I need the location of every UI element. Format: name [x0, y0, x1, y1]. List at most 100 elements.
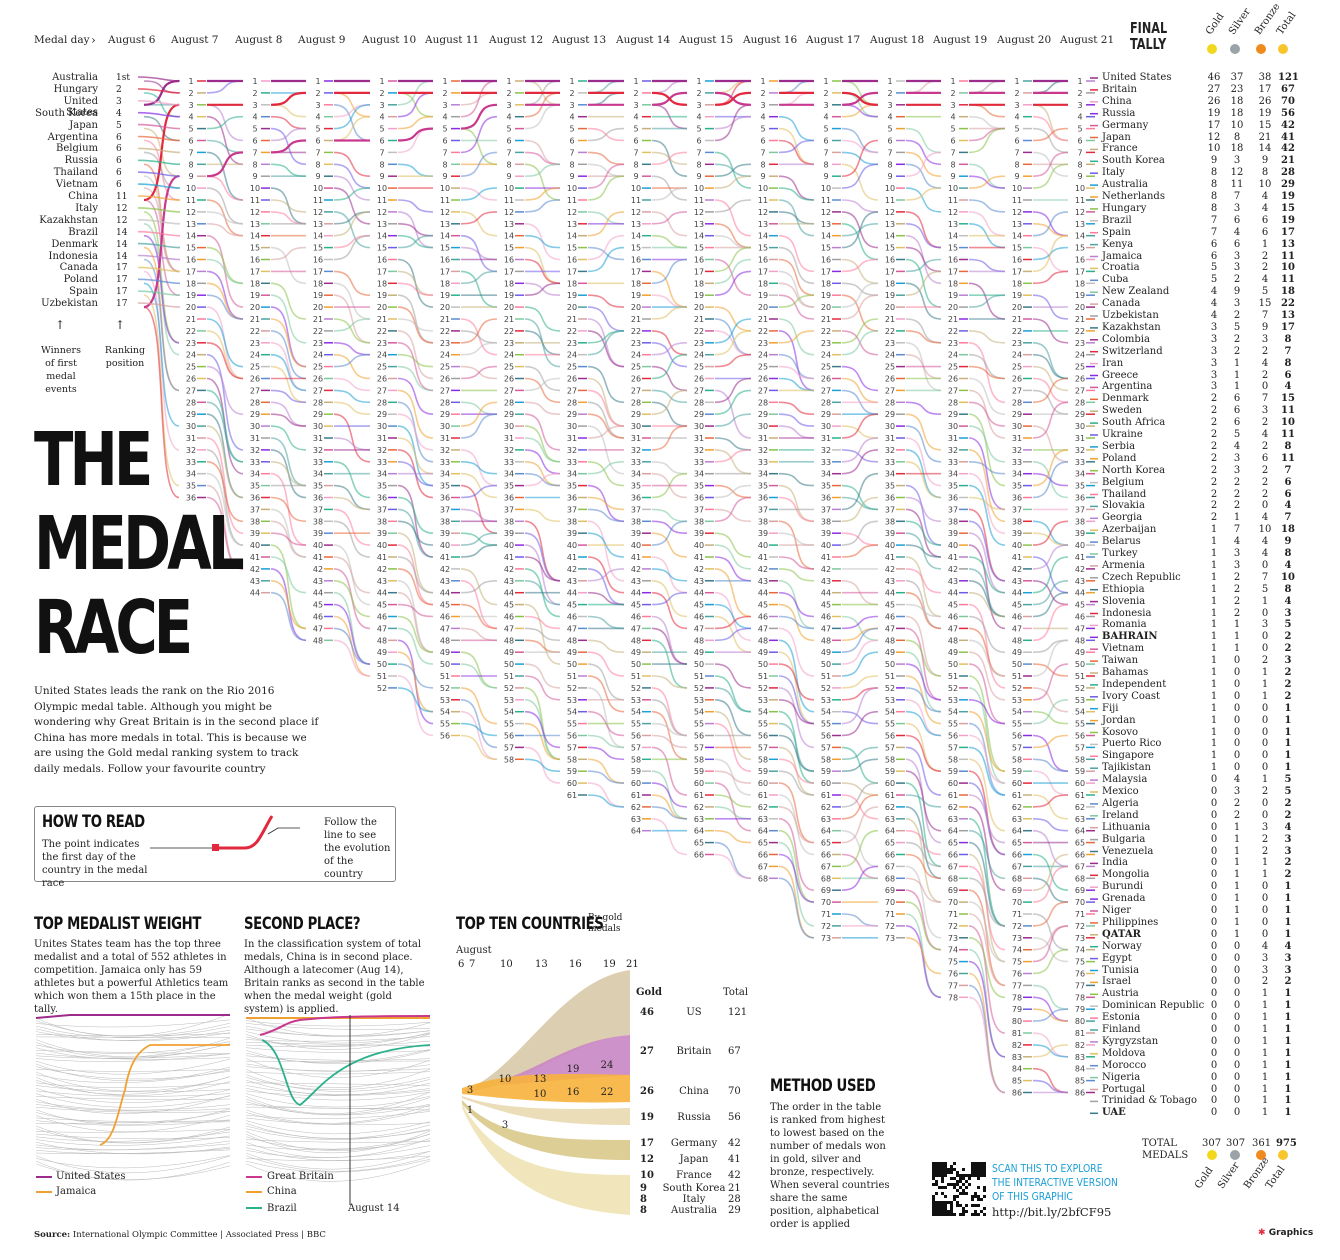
bump-connector [651, 365, 688, 392]
bump-rank-label: 25 [1075, 363, 1085, 372]
bump-rank-label: 56 [758, 732, 768, 741]
bump-connector [1032, 223, 1069, 237]
day-label-12: August 17 [806, 34, 861, 46]
topten-band [462, 1100, 630, 1160]
left-country-18: Spain [69, 286, 98, 298]
tally-gold: 2 [1210, 500, 1218, 512]
bump-rank-label: 65 [694, 839, 704, 848]
bump-rank-label: 28 [821, 398, 831, 407]
bump-rank-label: 31 [948, 434, 958, 443]
bump-connector [714, 449, 752, 463]
bump-rank-label: 49 [758, 648, 768, 657]
tally-country: Tajikistan [1102, 762, 1151, 774]
bump-rank-label: 30 [313, 422, 323, 431]
bump-connector [587, 80, 625, 94]
bump-connector [968, 913, 1006, 987]
qr-code[interactable] [932, 1162, 986, 1216]
bump-rank-label: 37 [758, 505, 768, 514]
bump-rank-label: 16 [440, 256, 450, 265]
bump-connector [397, 330, 434, 380]
bump-rank-label: 69 [821, 886, 831, 895]
bump-rank-label: 27 [377, 386, 387, 395]
arrow-up-icon: ↑ [115, 318, 126, 332]
tally-gold: 3 [1210, 321, 1218, 333]
bump-rank-label: 13 [440, 220, 450, 229]
bump-rank-label: 64 [1075, 827, 1085, 836]
second-faint-line [245, 1055, 431, 1061]
tally-bronze: 2 [1261, 786, 1269, 797]
qr-module [932, 1204, 935, 1207]
bump-rank-label: 28 [250, 398, 260, 407]
bump-rank-label: 16 [885, 256, 895, 265]
second-faint-line [245, 1128, 431, 1140]
bump-rank-label: 51 [948, 672, 958, 681]
bump-connector [841, 199, 879, 213]
bump-connector [460, 532, 498, 546]
bump-rank-label: 51 [504, 672, 514, 681]
bump-connector [651, 187, 688, 201]
qr-module [941, 1186, 944, 1189]
medal-bronze-footer-icon [1256, 1150, 1266, 1160]
tally-total: 1 [1284, 893, 1292, 905]
second-legend-china: China [267, 1186, 297, 1197]
bump-rank-label: 51 [1075, 672, 1085, 681]
bump-rank-label: 30 [821, 422, 831, 431]
bump-rank-label: 28 [186, 398, 196, 407]
bump-rank-label: 43 [948, 577, 958, 586]
how-to-read-title: HOW TO READ [42, 812, 145, 832]
weight-faint-line [35, 1053, 231, 1059]
bump-connector [968, 675, 1006, 772]
bump-rank-label: 57 [1075, 743, 1085, 752]
qr-module [965, 1180, 968, 1183]
qr-module [935, 1192, 938, 1195]
qr-url[interactable]: http://bit.ly/2bfCF95 [992, 1205, 1112, 1219]
second-faint-line [245, 1131, 431, 1151]
tally-bronze: 0 [1261, 750, 1269, 762]
bump-rank-label: 4 [1077, 113, 1082, 122]
bump-rank-label: 44 [377, 589, 387, 598]
bump-connector [841, 687, 879, 725]
tally-bronze: 1 [1261, 1035, 1269, 1047]
bump-rank-label: 37 [1075, 505, 1085, 514]
bump-rank-label: 56 [504, 732, 514, 741]
bump-rank-label: 4 [887, 113, 892, 122]
qr-module [941, 1204, 944, 1207]
tally-total: 3 [1284, 655, 1292, 667]
bump-connector [524, 163, 561, 201]
bump-rank-label: 15 [694, 244, 704, 253]
weight-faint-line [35, 1090, 231, 1097]
bump-rank-label: 44 [440, 589, 450, 598]
bump-rank-label: 32 [948, 446, 958, 455]
second-faint-line [245, 1063, 431, 1072]
bump-rank-label: 34 [567, 470, 577, 479]
bump-rank-label: 35 [631, 482, 641, 491]
bump-rank-label: 52 [504, 684, 514, 693]
bump-rank-label: 48 [1012, 636, 1022, 645]
bump-connector [1032, 710, 1069, 725]
bump-rank-label: 38 [948, 517, 958, 526]
bump-connector [524, 401, 561, 415]
tally-bronze: 21 [1258, 131, 1272, 143]
bump-connector [778, 818, 815, 891]
bump-connector [714, 377, 752, 404]
second-faint-line [245, 1139, 431, 1143]
bump-connector [968, 544, 1006, 630]
bump-connector [460, 80, 498, 118]
bump-connector [587, 651, 625, 677]
bump-connector [333, 187, 371, 225]
bump-rank-label: 5 [823, 125, 828, 134]
tally-total: 4 [1284, 940, 1292, 952]
bump-rank-label: 4 [379, 113, 384, 122]
bump-rank-label: 6 [252, 137, 257, 146]
bump-rank-label: 67 [948, 862, 958, 871]
tally-gold: 1 [1210, 750, 1218, 762]
bump-connector [587, 461, 625, 487]
bump-rank-label: 54 [948, 708, 958, 717]
bump-rank-label: 34 [186, 470, 196, 479]
bump-rank-label: 47 [885, 624, 895, 633]
bump-rank-label: 8 [950, 160, 955, 169]
tally-total: 15 [1281, 393, 1295, 405]
bump-rank-label: 38 [250, 517, 260, 526]
bump-rank-label: 38 [567, 517, 577, 526]
tally-gold: 0 [1210, 905, 1218, 916]
